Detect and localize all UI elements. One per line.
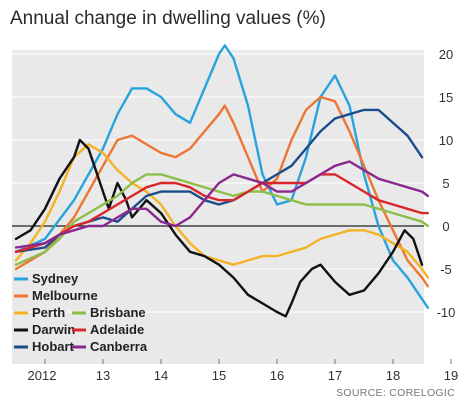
x-tick-label: 17 <box>328 368 342 383</box>
legend-label-brisbane: Brisbane <box>90 305 146 320</box>
y-tick-label: 10 <box>439 133 453 148</box>
x-tick-label: 16 <box>270 368 284 383</box>
legend-label-adelaide: Adelaide <box>90 322 144 337</box>
source-label: SOURCE: CORELOGIC <box>336 387 455 399</box>
y-tick-label: 20 <box>439 47 453 62</box>
y-tick-label: -10 <box>437 305 456 320</box>
legend-label-perth: Perth <box>32 305 65 320</box>
series-lines <box>14 44 429 318</box>
x-tick-label: 18 <box>386 368 400 383</box>
legend-label-darwin: Darwin <box>32 322 75 337</box>
legend-label-melbourne: Melbourne <box>32 288 98 303</box>
legend: Sydney Melbourne Perth Darwin Hobart Brisbane… <box>14 271 148 354</box>
series-line-darwin <box>14 138 424 318</box>
x-tick-label: 15 <box>212 368 226 383</box>
y-tick-label: -5 <box>440 262 452 277</box>
chart-title: Annual change in dwelling values (%) <box>10 8 326 29</box>
series-line-brisbane <box>14 173 429 266</box>
y-tick-label: 5 <box>442 176 449 191</box>
legend-label-sydney: Sydney <box>32 271 79 286</box>
legend-label-hobart: Hobart <box>32 339 75 354</box>
x-tick-label: 19 <box>444 368 458 383</box>
series-line-canberra <box>14 160 429 249</box>
y-axis: 20 15 10 5 0 -5 -10 <box>437 47 456 320</box>
x-tick-label: 13 <box>96 368 110 383</box>
series-line-melbourne <box>14 95 429 288</box>
series-line-sydney <box>14 44 429 309</box>
y-tick-label: 0 <box>442 219 449 234</box>
legend-label-canberra: Canberra <box>90 339 148 354</box>
x-tick-label: 2012 <box>28 368 57 383</box>
y-tick-label: 15 <box>439 90 453 105</box>
x-axis: 2012 13 14 15 16 17 18 19 <box>28 359 458 383</box>
series-line-adelaide <box>14 173 429 254</box>
x-tick-label: 14 <box>154 368 168 383</box>
